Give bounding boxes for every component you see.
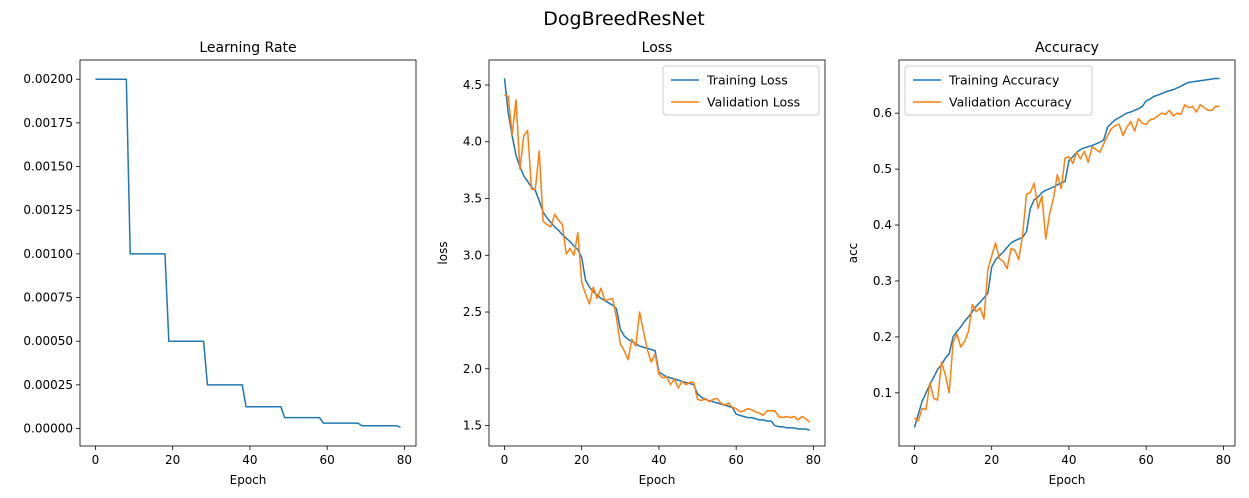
learning-rate-x-tick-label: 60: [320, 453, 335, 467]
accuracy-legend-box: [904, 65, 1093, 116]
learning-rate-x-tick-label: 40: [242, 453, 257, 467]
accuracy-chart: Accuracy Epoch acc 0 20 40 60 80 0.1 0.2 0.3 0.4 0.5…: [846, 40, 1236, 487]
learning-rate-x-tick-label: 80: [397, 453, 412, 467]
loss-y-tick-label: 3.0: [463, 248, 482, 262]
loss-y-tick-label: 4.5: [463, 78, 482, 92]
loss-legend-label-training-loss: Training Loss: [706, 73, 788, 88]
loss-x-tick-label: 0: [501, 453, 509, 467]
loss-legend-box: [662, 65, 820, 116]
accuracy-x-tick-label: 40: [1061, 453, 1076, 467]
learning-rate-y-tick-label: 0.00050: [23, 334, 73, 348]
chart-panels: Learning Rate Epoch 0 20 40 60 80 0.00000 0.0002…: [23, 40, 1236, 487]
loss-title: Loss: [642, 40, 673, 56]
loss-legend-label-validation-loss: Validation Loss: [707, 95, 800, 110]
loss-y-tick-label: 1.5: [463, 419, 482, 433]
accuracy-y-axis-label: acc: [846, 243, 860, 264]
loss-series-training-loss-line: [503, 78, 810, 431]
loss-legend: Training Loss Validation Loss: [662, 65, 820, 116]
loss-y-tick-label: 2.5: [463, 305, 482, 319]
learning-rate-axes-frame: [79, 59, 417, 447]
figure-suptitle: DogBreedResNet: [543, 8, 704, 30]
loss-chart: Loss Epoch loss 0 20 40 60 80 1.5 2.0 2.5 3.0 3.5 4.0…: [436, 40, 826, 487]
learning-rate-y-tick-label: 0.00175: [23, 116, 73, 130]
learning-rate-y-tick-label: 0.00125: [23, 203, 73, 217]
learning-rate-series-learning-rate-line: [95, 78, 401, 428]
accuracy-series-validation-accuracy-line: [914, 104, 1220, 422]
learning-rate-x-tick-label: 20: [165, 453, 180, 467]
accuracy-series-training-accuracy-line: [913, 77, 1220, 428]
accuracy-legend-label-training-accuracy: Training Accuracy: [948, 73, 1060, 88]
learning-rate-y-tick-label: 0.00025: [23, 378, 73, 392]
accuracy-y-tick-label: 0.6: [873, 106, 892, 120]
loss-axes-frame: [488, 59, 826, 447]
accuracy-title: Accuracy: [1035, 40, 1099, 56]
accuracy-y-tick-label: 0.1: [873, 386, 892, 400]
accuracy-y-tick-label: 0.5: [873, 162, 892, 176]
loss-x-axis-label: Epoch: [639, 473, 676, 487]
learning-rate-y-tick-label: 0.00075: [23, 291, 73, 305]
accuracy-y-tick-label: 0.3: [873, 274, 892, 288]
accuracy-x-tick-label: 80: [1216, 453, 1231, 467]
learning-rate-y-tick-label: 0.00150: [23, 160, 73, 174]
loss-series-validation-loss-line: [504, 94, 811, 423]
learning-rate-x-tick-label: 0: [92, 453, 100, 467]
accuracy-x-tick-label: 20: [984, 453, 999, 467]
loss-y-tick-label: 3.5: [463, 192, 482, 206]
loss-x-tick-label: 80: [806, 453, 821, 467]
learning-rate-title: Learning Rate: [199, 40, 296, 56]
accuracy-x-axis-label: Epoch: [1049, 473, 1086, 487]
learning-rate-chart: Learning Rate Epoch 0 20 40 60 80 0.00000 0.0002…: [23, 40, 417, 487]
accuracy-axes-frame: [898, 59, 1236, 447]
learning-rate-y-tick-label: 0.00000: [23, 422, 73, 436]
loss-y-axis-label: loss: [436, 241, 450, 264]
loss-x-tick-label: 20: [574, 453, 589, 467]
loss-x-tick-label: 60: [729, 453, 744, 467]
learning-rate-y-tick-label: 0.00100: [23, 247, 73, 261]
learning-rate-y-tick-label: 0.00200: [23, 72, 73, 86]
accuracy-y-tick-label: 0.4: [873, 218, 892, 232]
accuracy-y-tick-label: 0.2: [873, 330, 892, 344]
loss-x-tick-label: 40: [651, 453, 666, 467]
learning-rate-x-axis-label: Epoch: [230, 473, 267, 487]
accuracy-x-tick-label: 0: [911, 453, 919, 467]
loss-y-tick-label: 2.0: [463, 362, 482, 376]
loss-y-tick-label: 4.0: [463, 135, 482, 149]
accuracy-legend-label-validation-accuracy: Validation Accuracy: [949, 95, 1072, 110]
accuracy-legend: Training Accuracy Validation Accuracy: [904, 65, 1093, 116]
accuracy-x-tick-label: 60: [1139, 453, 1154, 467]
